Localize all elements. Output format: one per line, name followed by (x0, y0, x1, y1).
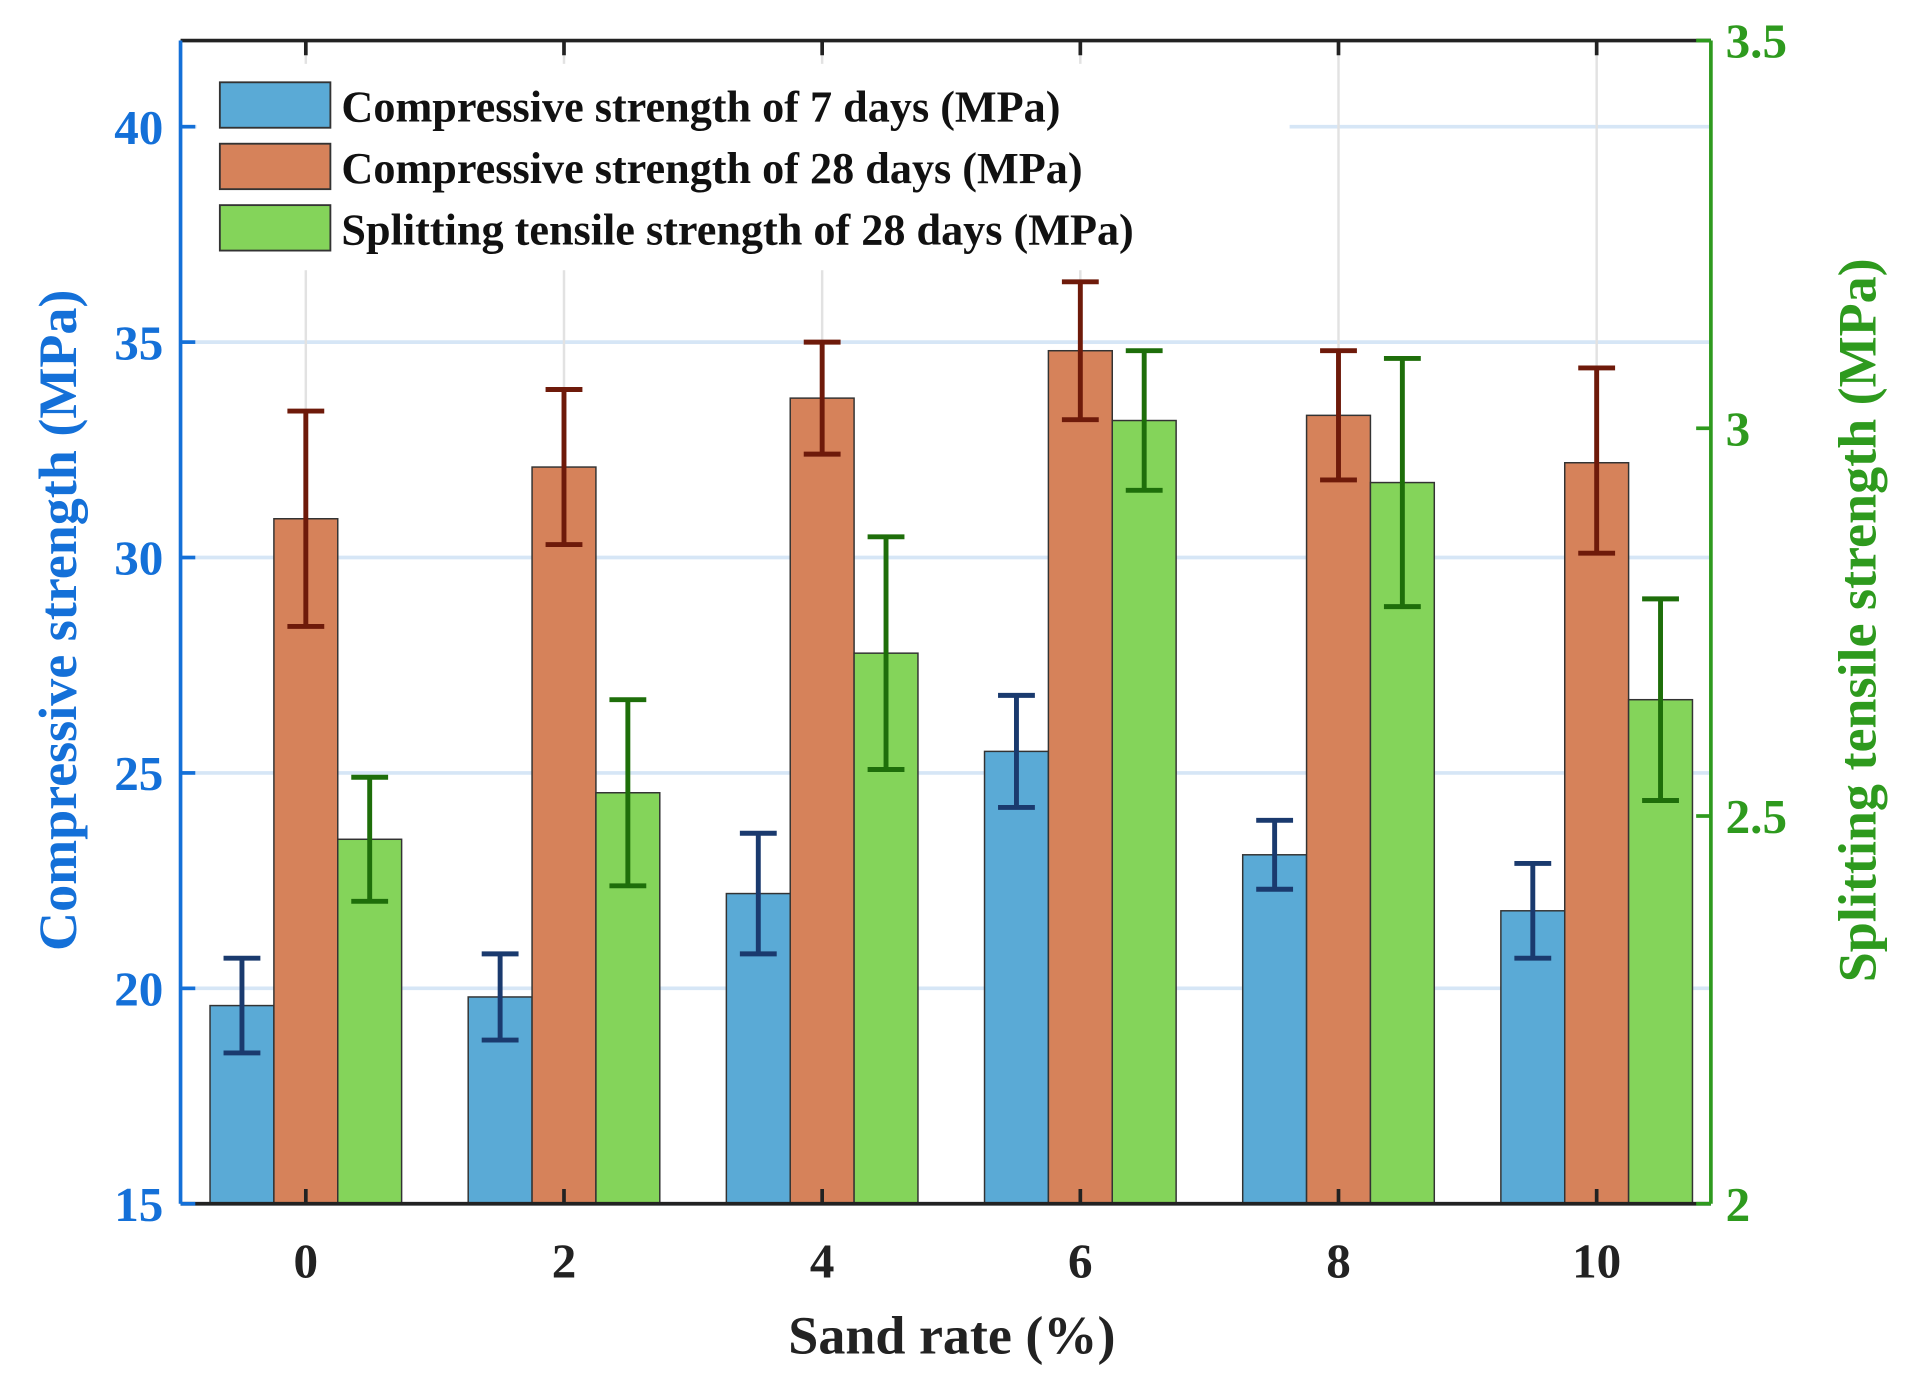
y-tick-label: 25 (114, 746, 163, 801)
bar (1241, 854, 1308, 1205)
legend: Compressive strength of 7 days (MPa) Comp… (196, 63, 1290, 271)
y-tick-label: 35 (114, 315, 163, 370)
x-tick-label: 8 (1326, 1233, 1351, 1288)
legend-label: Compressive strength of 7 days (MPa) (341, 83, 1060, 132)
bar (273, 518, 339, 1205)
bar (531, 466, 597, 1205)
y-axis-label: Compressive strength (MPa) (28, 290, 88, 951)
x-tick-label: 0 (294, 1233, 319, 1288)
y-tick-label: 15 (114, 1177, 163, 1232)
y-tick-label: 40 (114, 100, 163, 155)
bar (1111, 419, 1177, 1205)
y2-tick-label: 2.5 (1726, 789, 1787, 844)
x-tick-label: 4 (810, 1233, 835, 1288)
x-tick-label: 6 (1068, 1233, 1093, 1288)
legend-box (196, 63, 1290, 271)
y-tick-label: 20 (114, 962, 163, 1017)
y2-tick-label: 3.5 (1726, 14, 1787, 69)
bar (789, 397, 855, 1205)
legend-swatch (218, 142, 332, 191)
legend-label: Compressive strength of 28 days (MPa) (341, 144, 1082, 193)
y2-tick-label: 3 (1726, 401, 1751, 456)
bar (1047, 349, 1113, 1205)
y2-axis-label: Splitting tensile strength (MPa) (1827, 258, 1887, 982)
bar (1305, 414, 1372, 1205)
x-axis-label: Sand rate (%) (788, 1306, 1115, 1366)
y-tick-label: 30 (114, 531, 163, 586)
y2-tick-label: 2 (1726, 1177, 1751, 1232)
axes: 15 20 25 30 35 40 2 2.5 3 3.5 0 2 4 6 8 10 (114, 14, 1787, 1289)
x-tick-label: 10 (1572, 1233, 1621, 1288)
legend-swatch (218, 81, 332, 129)
legend-swatch (218, 204, 332, 252)
legend-label: Splitting tensile strength of 28 days (M… (341, 205, 1133, 254)
bars (209, 279, 1694, 1205)
bar (983, 750, 1050, 1205)
bar (1563, 462, 1630, 1205)
x-tick-label: 2 (552, 1233, 577, 1288)
